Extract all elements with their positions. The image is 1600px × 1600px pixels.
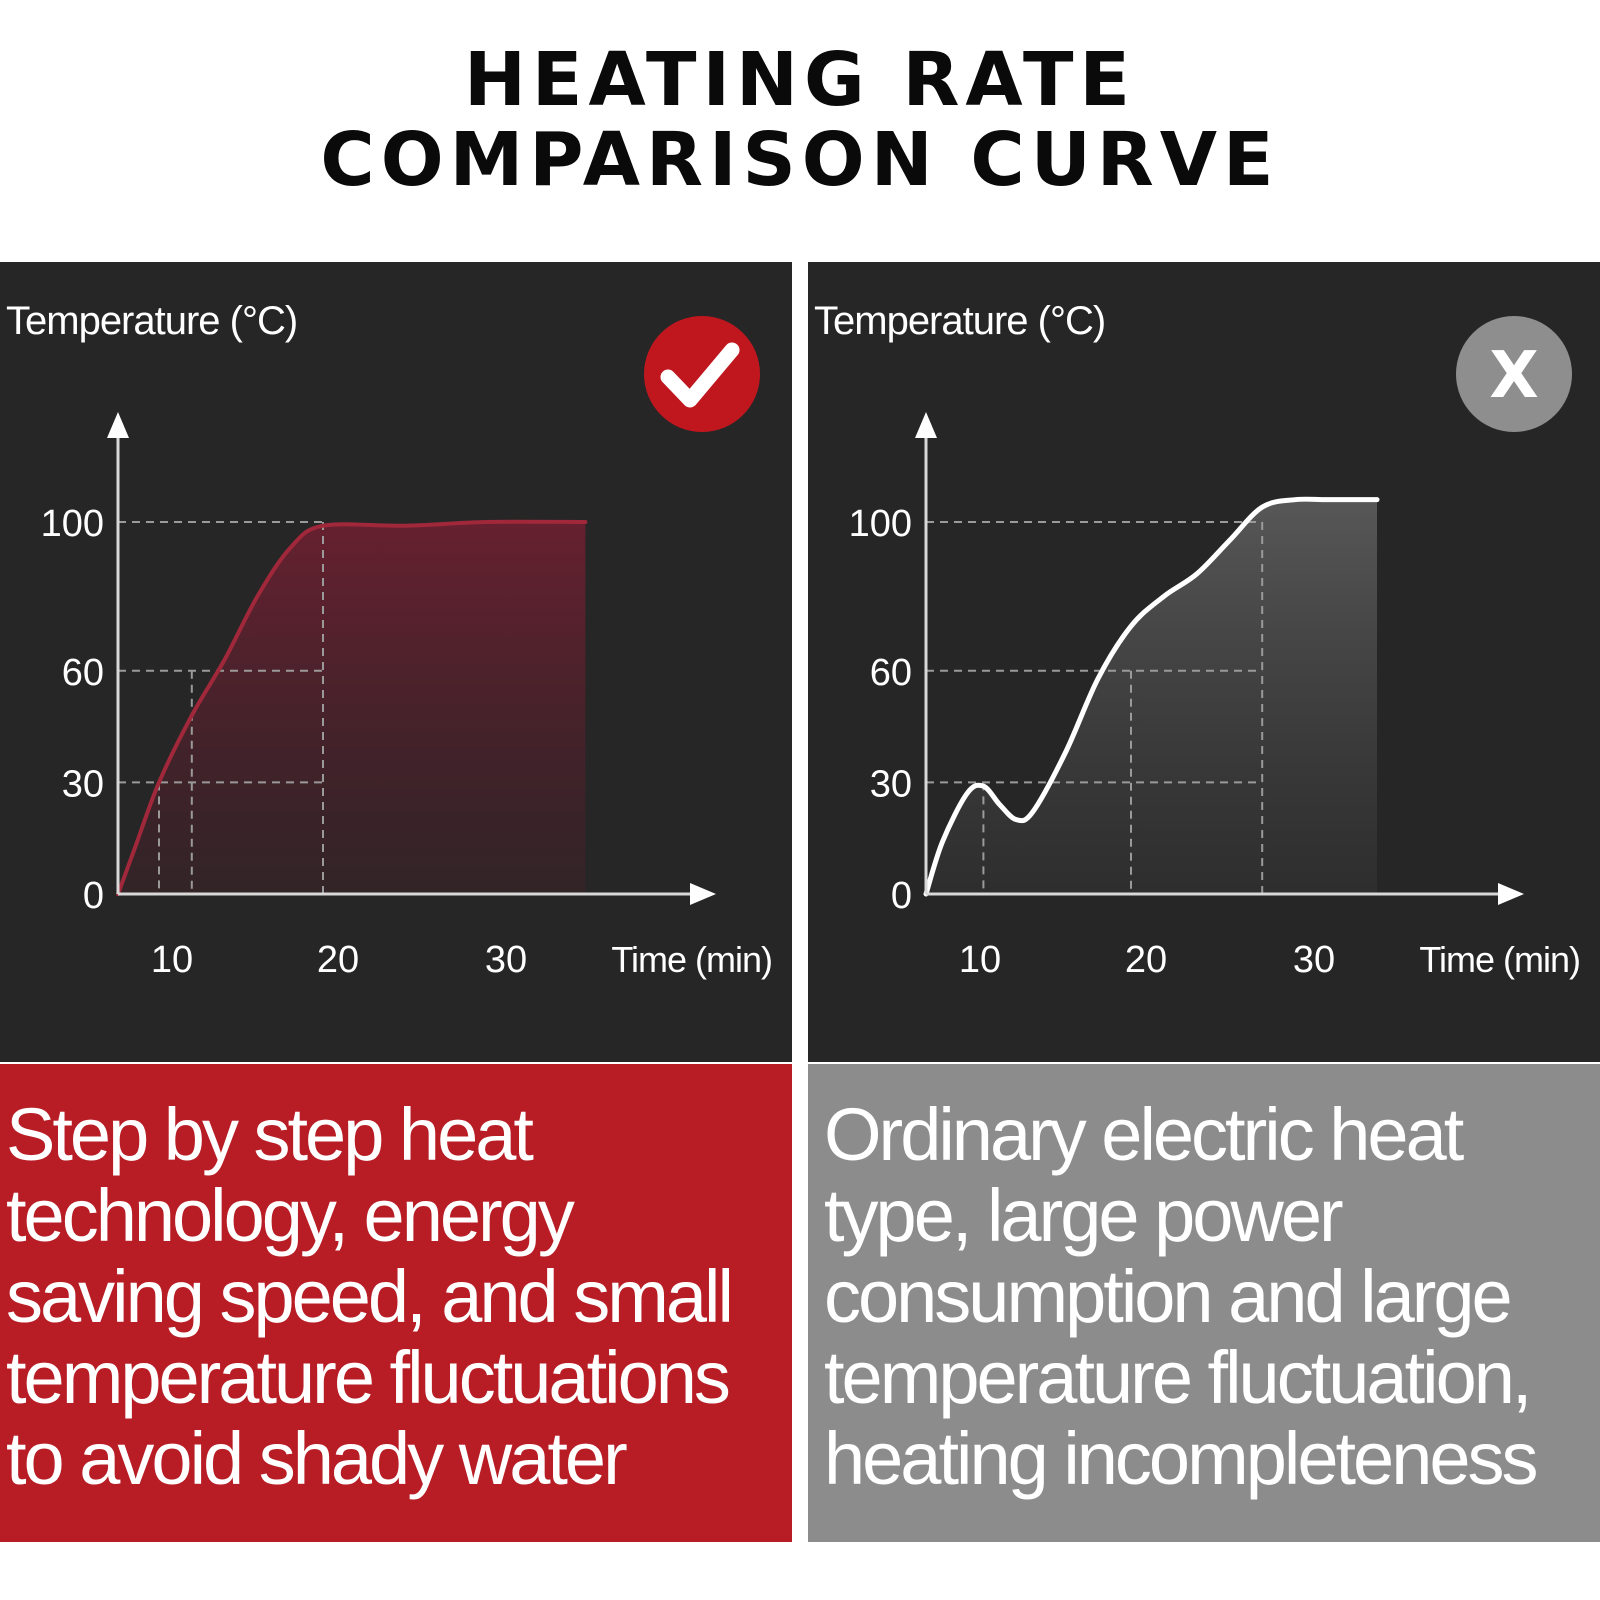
x-axis-arrow <box>1498 883 1524 905</box>
bad-desc-line: temperature fluctuation, <box>824 1336 1532 1419</box>
x-tick-label: 30 <box>485 939 527 981</box>
bad-chart-panel: 0 30 60 100 10 20 30 Temperature (°C) Time (min)… <box>808 262 1600 1062</box>
y-axis-label: Temperature (°C) <box>6 299 297 343</box>
y-tick-label: 0 <box>83 875 104 917</box>
bad-desc-line: heating incompleteness <box>824 1417 1539 1500</box>
good-desc-line: Step by step heat <box>6 1093 534 1176</box>
page-title: HEATING RATE COMPARISON CURVE <box>0 40 1600 200</box>
x-axis-arrow <box>690 883 716 905</box>
y-axis-label: Temperature (°C) <box>814 299 1105 343</box>
x-tick-label: 20 <box>1125 939 1167 981</box>
y-tick-label: 100 <box>41 503 104 545</box>
bad-desc-line: type, large power <box>824 1174 1344 1257</box>
bad-desc-line: consumption and large <box>824 1255 1513 1338</box>
close-icon: X <box>1489 339 1538 413</box>
x-axis-label: Time (min) <box>1419 939 1580 980</box>
check-icon <box>660 342 740 408</box>
good-desc-line: saving speed, and small <box>6 1255 734 1338</box>
series-line <box>923 496 1380 897</box>
x-tick-label: 30 <box>1293 939 1335 981</box>
y-tick-label: 30 <box>62 763 104 805</box>
close-badge <box>1456 316 1572 432</box>
good-description: Step by step heat technology, energy sav… <box>0 1064 792 1542</box>
y-tick-label: 60 <box>870 652 912 694</box>
title-line-2: COMPARISON CURVE <box>320 117 1280 203</box>
y-tick-label: 60 <box>62 652 104 694</box>
series-area <box>926 499 1377 894</box>
x-tick-label: 20 <box>317 939 359 981</box>
bad-description: Ordinary electric heat type, large power… <box>808 1064 1600 1542</box>
title-line-1: HEATING RATE <box>464 37 1136 123</box>
good-chart-panel: 0 30 60 100 10 20 30 Temperature (°C) Time (min) <box>0 262 792 1062</box>
good-chart: 0 30 60 100 10 20 30 Temperature (°C) Time (min) <box>6 299 773 981</box>
good-desc-line: technology, energy <box>6 1174 575 1257</box>
series-area <box>118 521 586 894</box>
y-tick-label: 30 <box>870 763 912 805</box>
y-tick-label: 0 <box>891 875 912 917</box>
bad-chart: 0 30 60 100 10 20 30 Temperature (°C) Time (min)… <box>814 299 1581 981</box>
good-desc-line: to avoid shady water <box>6 1417 628 1500</box>
y-tick-label: 100 <box>849 503 912 545</box>
good-desc-line: temperature fluctuations <box>6 1336 731 1419</box>
series-line <box>116 519 588 896</box>
x-tick-label: 10 <box>151 939 193 981</box>
x-tick-label: 10 <box>959 939 1001 981</box>
x-axis-label: Time (min) <box>611 939 772 980</box>
y-axis-arrow <box>107 412 129 438</box>
bad-desc-line: Ordinary electric heat <box>824 1093 1464 1176</box>
y-axis-arrow <box>915 412 937 438</box>
